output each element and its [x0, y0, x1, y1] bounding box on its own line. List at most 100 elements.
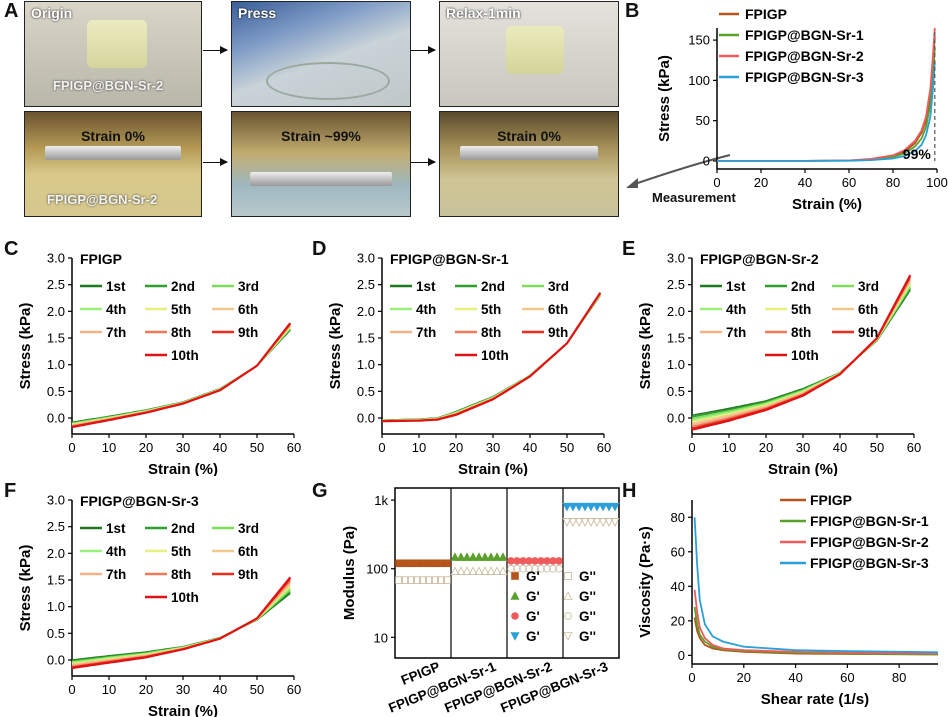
cycle-line-1 [71, 329, 291, 424]
panel-label-g: G [312, 480, 328, 502]
photo-strain-0-label: Strain 0% [81, 128, 145, 144]
chart-c-cyclic-fpigp: 0 10 20 30 40 50 60 0.0 0.5 1.0 1.5 2.0 2.5 3.0 Strain… [17, 251, 301, 477]
y-axis-label: Stress (kPa) [656, 55, 673, 142]
data-marker [580, 518, 590, 527]
data-marker [564, 612, 572, 620]
x-tick-label: 30 [176, 682, 190, 697]
x-tick-label: 60 [840, 670, 854, 685]
data-marker [492, 552, 502, 561]
x-tick-label: 10 [102, 682, 116, 697]
x-tick-label: 30 [486, 440, 500, 455]
legend-label: 3rd [238, 279, 259, 294]
x-tick-label: 0 [688, 440, 695, 455]
y-tick-label: 1.0 [47, 357, 65, 372]
data-marker [450, 566, 460, 575]
y-tick-label: 1.0 [667, 357, 685, 372]
photo-press-title: Press [238, 5, 277, 21]
y-tick-label: 3.0 [47, 251, 65, 266]
legend-label: 7th [726, 325, 746, 340]
x-tick-label: 100 [926, 175, 948, 190]
y-tick-label: 150 [688, 33, 710, 48]
x-axis-label: Strain (%) [792, 196, 862, 213]
data-marker [562, 502, 572, 512]
legend-label: FPIGP [810, 492, 852, 508]
data-marker [519, 564, 527, 573]
photo-origin-sample: FPIGP@BGN-Sr-2 [53, 78, 164, 93]
x-axis-label: Strain (%) [458, 461, 528, 476]
legend-label: FPIGP@BGN-Sr-2 [810, 534, 929, 550]
data-marker [549, 564, 557, 573]
measurement-label: Measurement [652, 190, 736, 205]
data-marker [511, 612, 519, 620]
x-tick-label: 10 [102, 440, 116, 455]
cycle-line-5 [71, 326, 291, 426]
cycle-line-10 [71, 576, 292, 670]
press-plate [250, 172, 392, 186]
legend-label: G' [526, 629, 540, 644]
chart-title: FPIGP@BGN-Sr-3 [80, 493, 199, 509]
data-marker [498, 552, 508, 561]
measurement-arrow [626, 154, 731, 188]
pressed-gel [266, 62, 390, 100]
x-tick-label: 40 [788, 670, 802, 685]
chart-d-cyclic-sr1: 0 10 20 30 40 50 60 0.0 0.5 1.0 1.5 2.0 2.5 3.0 Strain… [327, 251, 611, 477]
data-marker [563, 591, 573, 600]
photo-strain-99: Strain ~99% [231, 111, 411, 217]
data-marker [604, 502, 614, 512]
series-line-4 [693, 517, 939, 654]
legend-label: 10th [791, 348, 819, 363]
legend-label: 2nd [791, 279, 815, 294]
series-line-2 [693, 606, 939, 656]
data-marker [474, 552, 484, 561]
data-marker [543, 564, 551, 573]
y-axis-label: Stress (kPa) [17, 303, 34, 390]
y-tick-label: 0.5 [357, 384, 375, 399]
y-tick-label: 1k [374, 493, 388, 508]
y-axis-label: Viscosity (Pa·s) [637, 526, 654, 637]
legend-label: 3rd [548, 279, 569, 294]
data-marker [456, 566, 466, 575]
data-marker [468, 552, 478, 561]
data-marker [598, 518, 608, 527]
data-marker [574, 502, 584, 512]
legend-label: 5th [171, 544, 191, 559]
x-tick-label: 0 [68, 682, 75, 697]
x-tick-label: 40 [833, 440, 847, 455]
y-tick-label: 2.0 [47, 304, 65, 319]
legend-label: 8th [481, 325, 501, 340]
y-axis-label: Modulus (Pa) [341, 526, 358, 620]
gel-sample [87, 20, 147, 68]
y-tick-label: 1.0 [357, 357, 375, 372]
legend-label: FPIGP@BGN-Sr-2 [745, 48, 864, 64]
x-tick-label: 20 [737, 670, 751, 685]
data-marker [510, 632, 520, 641]
x-tick-label: 80 [886, 175, 900, 190]
legend-label: 8th [171, 325, 191, 340]
data-marker [610, 502, 620, 512]
x-tick-label: 80 [892, 670, 906, 685]
data-marker [525, 564, 533, 573]
y-tick-label: 2.5 [47, 519, 65, 534]
panel-label-a: A [4, 0, 19, 22]
photo-relax-title: Relax-1min [446, 5, 521, 21]
y-axis-label: Stress (kPa) [327, 303, 344, 390]
legend-label: 9th [548, 325, 568, 340]
cycle-line-2 [71, 328, 291, 424]
legend-label: FPIGP@BGN-Sr-1 [745, 27, 864, 43]
legend-label: 7th [416, 325, 436, 340]
legend-label: FPIGP@BGN-Sr-3 [745, 69, 864, 85]
arrow-3 [203, 158, 228, 166]
data-marker [592, 518, 602, 527]
legend-label: 8th [171, 567, 191, 582]
photo-strain-0-after-label: Strain 0% [497, 128, 561, 144]
data-marker [456, 552, 466, 561]
y-tick-label: 80 [671, 510, 685, 525]
legend-label: 4th [416, 302, 436, 317]
data-marker [443, 576, 451, 585]
photo-strain-99-label: Strain ~99% [281, 128, 361, 144]
x-tick-label: 30 [796, 440, 810, 455]
legend-label: 1st [106, 279, 126, 294]
cycle-line-6 [71, 325, 291, 426]
legend-label: G' [526, 609, 540, 624]
legend-label: 4th [106, 302, 126, 317]
